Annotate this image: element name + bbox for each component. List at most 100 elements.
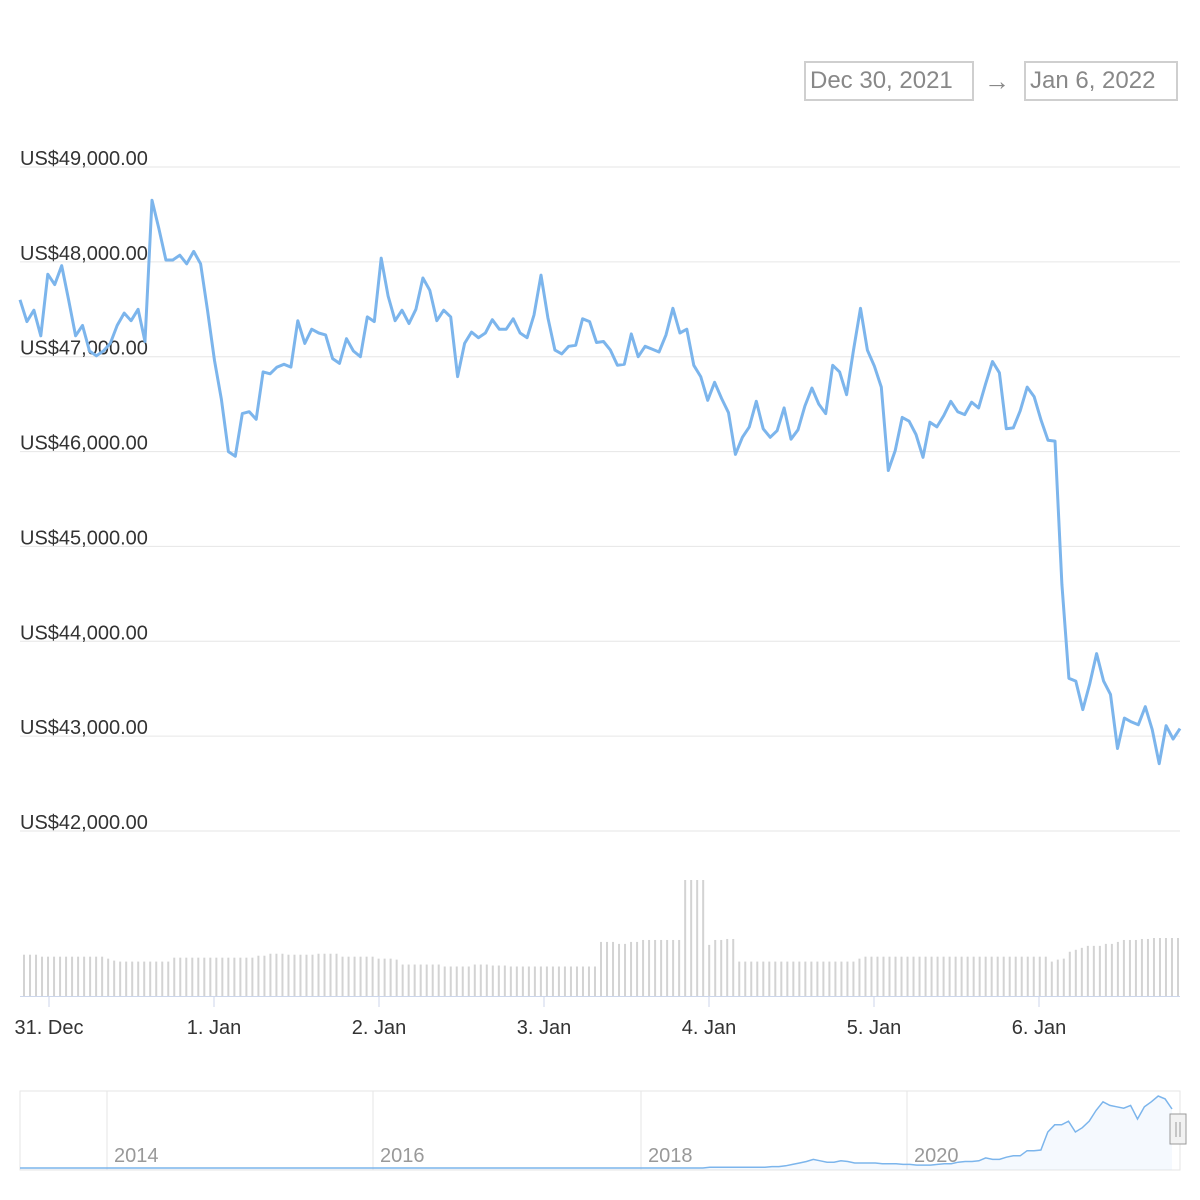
navigator-handle[interactable] [1169,1113,1187,1145]
volume-bar [966,956,969,996]
range-arrow-icon: → [984,66,1010,96]
volume-bar [41,956,44,996]
y-tick-label: US$44,000.00 [20,622,148,644]
volume-bar [1116,941,1119,996]
volume-bar [1122,939,1125,996]
volume-bar [666,939,669,996]
volume-bar [53,956,56,996]
volume-bar [245,957,248,996]
volume-bar [269,953,272,996]
y-axis-labels: US$49,000.00 US$48,000.00 US$47,000.00 US$4… [20,148,148,834]
volume-bar [942,956,945,996]
volume-bar [365,956,368,996]
volume-bar [972,956,975,996]
navigator-year-label: 2016 [380,1145,425,1167]
navigator[interactable]: 2014 2016 2018 2020 [19,1090,1187,1171]
volume-bar [750,961,753,996]
volume-bar [293,954,296,996]
volume-bar [924,956,927,996]
volume-bar [936,956,939,996]
volume-bar [1170,938,1173,996]
volume-bar [960,956,963,996]
volume-bar [455,966,458,996]
volume-bar [834,961,837,996]
volume-bar [563,966,566,996]
volume-bar [672,939,675,996]
volume-bar [425,964,428,996]
volume-bar [876,956,879,996]
volume-bar [29,954,32,996]
volume-bar [479,964,482,996]
volume-bar [119,961,122,996]
volume-bar [708,944,711,996]
volume-bar [1164,938,1167,996]
volume-bar [1056,959,1059,996]
y-tick-label: US$43,000.00 [20,717,148,739]
volume-bar [359,956,362,996]
volume-bar [792,961,795,996]
volume-bar [1050,961,1053,996]
x-tick-label: 4. Jan [682,1017,736,1039]
volume-bar [930,956,933,996]
volume-bar [305,954,308,996]
x-axis: 31. Dec 1. Jan 2. Jan 3. Jan 4. Jan 5. Jan 6. … [15,996,1180,1039]
volume-bar [1152,938,1155,996]
volume-bar [197,957,200,996]
grid-lines [20,166,1180,832]
volume-bar [1068,951,1071,996]
volume-bar [660,939,663,996]
volume-bar [545,966,548,996]
y-tick-label: US$45,000.00 [20,527,148,549]
volume-bar [1038,956,1041,996]
volume-bar [738,961,741,996]
y-tick-label: US$46,000.00 [20,433,148,455]
range-from-input[interactable]: Dec 30, 2021 [804,61,974,101]
volume-bar [581,966,584,996]
volume-bar [690,880,693,996]
volume-bar [71,956,74,996]
price-line [18,198,1182,766]
volume-bar [209,957,212,996]
volume-bar [371,956,374,996]
volume-bar [732,938,735,996]
volume-bar [648,939,651,996]
volume-bar [353,956,356,996]
volume-bar [822,961,825,996]
volume-bar [149,961,152,996]
volume-bar [107,958,110,996]
volume-bar [1177,938,1179,996]
volume-bar [984,956,987,996]
volume-bar [125,961,128,996]
volume-bar [173,957,176,996]
y-tick-label: US$49,000.00 [20,148,148,170]
navigator-year-label: 2020 [914,1145,959,1167]
volume-bar [335,953,338,996]
volume-bar [768,961,771,996]
volume-bar [840,961,843,996]
volume-bar [227,957,230,996]
volume-bar [503,965,506,996]
volume-bar [497,965,500,996]
volume-bar [1128,939,1131,996]
volume-bar [341,956,344,996]
volume-bar [1044,956,1047,996]
volume-bar [521,966,524,996]
volume-bar [1140,938,1143,996]
range-to-input[interactable]: Jan 6, 2022 [1024,61,1178,101]
volume-bar [377,958,380,996]
navigator-frame [19,1090,1181,1171]
x-tick-label: 5. Jan [847,1017,901,1039]
volume-bar [636,941,639,996]
volume-bar [870,956,873,996]
x-tick-label: 31. Dec [15,1017,84,1039]
volume-bar [696,880,699,996]
volume-bar [263,955,266,996]
volume-bar [569,966,572,996]
volume-bar [257,955,260,996]
volume-bar [161,961,164,996]
volume-bar [654,939,657,996]
volume-bar [828,961,831,996]
volume-bar [143,961,146,996]
x-tick-label: 3. Jan [517,1017,571,1039]
